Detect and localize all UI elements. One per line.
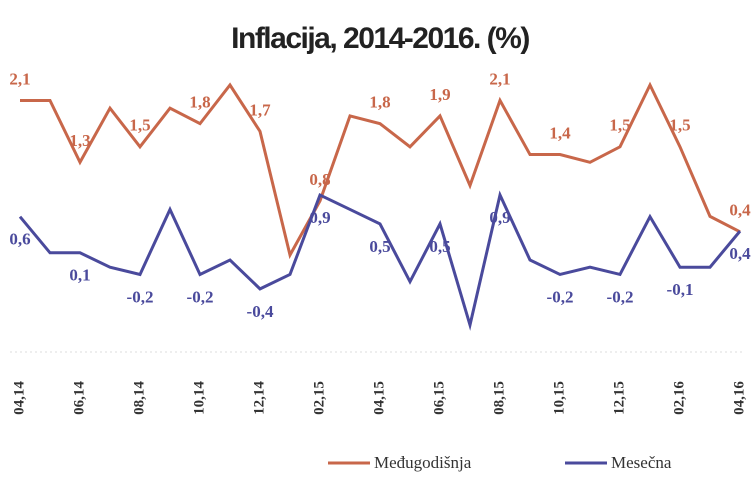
data-label: -0,2 <box>547 287 574 306</box>
x-tick-label: 08,14 <box>131 381 147 415</box>
legend-label: Mesečna <box>611 453 672 472</box>
data-label: 1,7 <box>249 100 271 119</box>
data-label: -0,2 <box>607 287 634 306</box>
x-tick-label: 12,15 <box>611 381 627 415</box>
x-tick-label: 10,15 <box>551 381 567 415</box>
data-label: 2,1 <box>9 69 30 88</box>
x-tick-label: 04,16 <box>731 381 747 415</box>
data-label: 1,5 <box>669 116 690 135</box>
x-tick-label: 08,15 <box>491 381 507 415</box>
legend-label: Međugodišnja <box>374 453 472 472</box>
x-tick-label: 02,15 <box>311 381 327 415</box>
data-label: -0,2 <box>187 287 214 306</box>
data-label: 0,5 <box>429 237 450 256</box>
x-tick-label: 06,14 <box>71 381 87 415</box>
data-label: 1,8 <box>369 93 390 112</box>
x-tick-label: 10,14 <box>191 381 207 415</box>
data-label: 0,4 <box>729 201 751 220</box>
data-label: -0,2 <box>127 287 154 306</box>
data-label: 0,9 <box>489 208 510 227</box>
data-label: 1,5 <box>129 116 150 135</box>
data-label: 1,4 <box>549 123 571 142</box>
data-label: 1,9 <box>429 85 450 104</box>
x-tick-label: 04,14 <box>11 381 27 415</box>
data-label: 2,1 <box>489 69 510 88</box>
data-label: 1,8 <box>189 93 210 112</box>
x-tick-label: 12,14 <box>251 381 267 415</box>
data-label: 0,1 <box>69 266 90 285</box>
data-label: -0,4 <box>247 302 274 321</box>
x-tick-label: 06,15 <box>431 381 447 415</box>
chart-title: Inflacija, 2014-2016. (%) <box>231 22 529 55</box>
data-label: 0,8 <box>309 170 330 189</box>
data-label: 1,5 <box>609 116 630 135</box>
line-series <box>20 81 741 260</box>
data-label: 0,6 <box>9 230 30 249</box>
data-label: 0,9 <box>309 208 330 227</box>
data-label: 0,4 <box>729 244 751 263</box>
data-label: 1,3 <box>69 131 90 150</box>
line-series <box>18 190 742 331</box>
data-label: -0,1 <box>667 280 694 299</box>
x-tick-label: 04,15 <box>371 381 387 415</box>
x-tick-label: 02,16 <box>671 381 687 415</box>
data-label: 0,5 <box>369 237 390 256</box>
